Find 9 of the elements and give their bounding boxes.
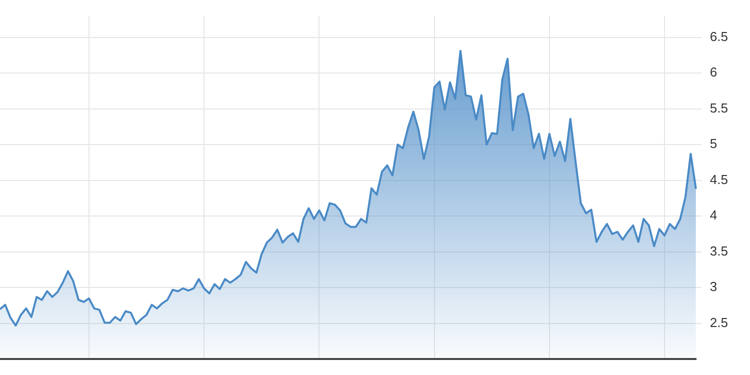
y-tick-label: 3.5 [710,243,728,258]
y-tick-label: 4.5 [710,172,728,187]
y-tick-label: 3 [710,279,718,294]
y-tick-label: 4 [710,208,718,223]
y-tick-label: 2.5 [710,315,728,330]
y-tick-label: 6 [710,64,718,80]
y-tick-label: 5.5 [710,100,728,116]
y-tick-label: 5 [710,136,718,152]
y-tick-label: 6.5 [710,28,728,44]
